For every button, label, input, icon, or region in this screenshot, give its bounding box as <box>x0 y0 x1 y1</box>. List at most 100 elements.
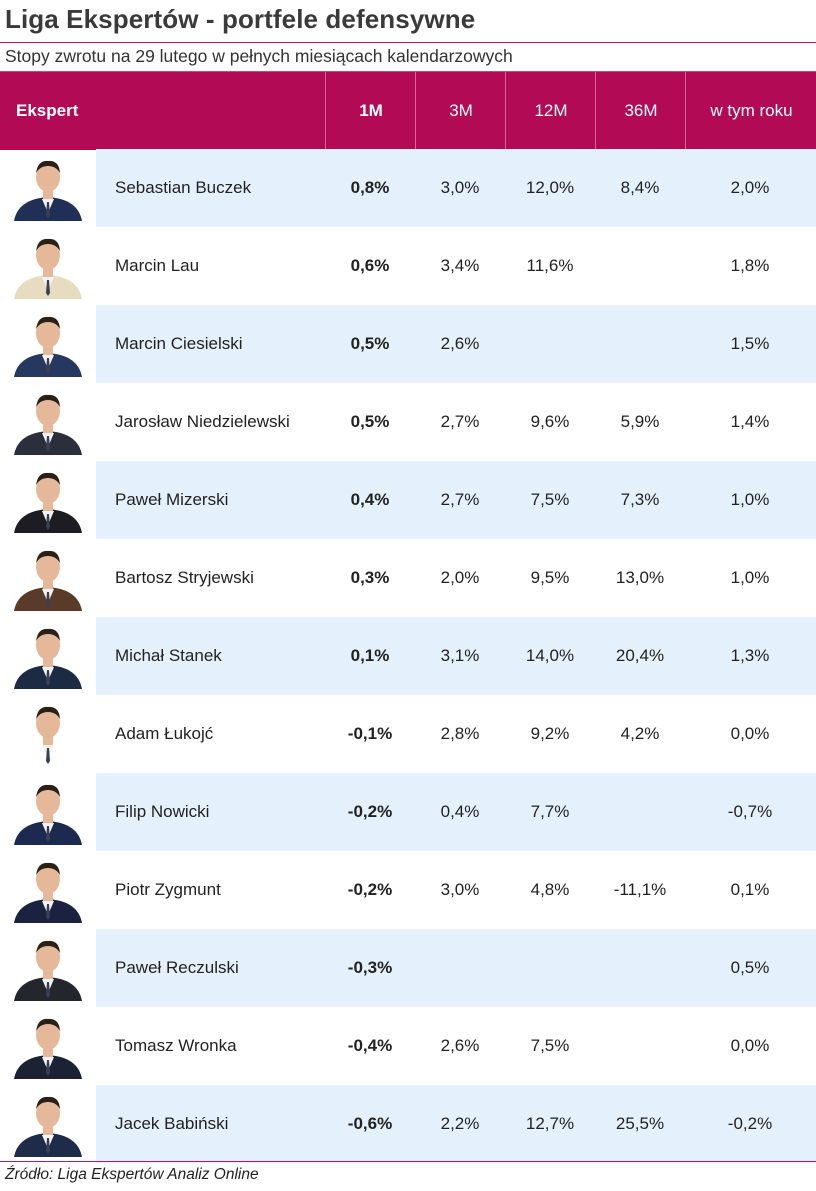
return-1m: -0,4% <box>347 1036 393 1055</box>
expert-avatar <box>10 467 86 533</box>
source-note: Źródło: Liga Ekspertów Analiz Online <box>5 1166 259 1183</box>
table-row: Michał Stanek 0,1% 3,1% 14,0% 20,4% 1,3% <box>0 617 816 695</box>
table-body: Sebastian Buczek 0,8% 3,0% 12,0% 8,4% 2,0% Mar… <box>0 149 816 1163</box>
column-header-expert: Ekspert <box>16 101 79 120</box>
return-36m: 7,3% <box>620 490 660 509</box>
expert-avatar <box>10 779 86 845</box>
return-36m <box>595 929 685 1007</box>
return-1m: 0,4% <box>350 490 390 509</box>
return-12m: 12,7% <box>525 1114 575 1133</box>
table-row: Marcin Lau 0,6% 3,4% 11,6% 1,8% <box>0 227 816 305</box>
return-1m: -0,2% <box>347 802 393 821</box>
return-1m: -0,6% <box>347 1114 393 1133</box>
expert-name: Jarosław Niedzielewski <box>115 412 290 431</box>
expert-avatar <box>10 311 86 377</box>
expert-name: Michał Stanek <box>115 646 222 665</box>
column-header-3m: 3M <box>415 72 506 150</box>
table-row: Tomasz Wronka -0,4% 2,6% 7,5% 0,0% <box>0 1007 816 1085</box>
return-3m: 2,7% <box>440 490 480 509</box>
return-ytd: 2,0% <box>730 178 770 197</box>
return-ytd: 1,0% <box>730 568 770 587</box>
row-background <box>96 929 816 1007</box>
return-ytd: 1,0% <box>730 490 770 509</box>
return-ytd: 0,5% <box>730 958 770 977</box>
return-36m: 13,0% <box>615 568 665 587</box>
return-3m: 2,2% <box>440 1114 480 1133</box>
return-36m <box>595 773 685 851</box>
return-3m: 2,0% <box>440 568 480 587</box>
return-1m: 0,1% <box>350 646 390 665</box>
table-row: Adam Łukojć -0,1% 2,8% 9,2% 4,2% 0,0% <box>0 695 816 773</box>
return-1m: 0,8% <box>350 178 390 197</box>
return-12m: 14,0% <box>525 646 575 665</box>
return-1m: -0,3% <box>347 958 393 977</box>
return-ytd: -0,2% <box>727 1114 773 1133</box>
return-12m: 9,5% <box>530 568 570 587</box>
table-row: Filip Nowicki -0,2% 0,4% 7,7% -0,7% <box>0 773 816 851</box>
table-row: Jacek Babiński -0,6% 2,2% 12,7% 25,5% -0,2% <box>0 1085 816 1163</box>
expert-name: Filip Nowicki <box>115 802 210 821</box>
page-title: Liga Ekspertów - portfele defensywne <box>5 4 476 34</box>
expert-name: Tomasz Wronka <box>115 1036 237 1055</box>
expert-avatar <box>10 233 86 299</box>
return-12m <box>505 305 595 383</box>
row-background <box>96 1085 816 1163</box>
table-row: Marcin Ciesielski 0,5% 2,6% 1,5% <box>0 305 816 383</box>
return-3m <box>415 929 505 1007</box>
return-3m: 2,6% <box>440 1036 480 1055</box>
return-12m: 12,0% <box>525 178 575 197</box>
expert-name: Paweł Reczulski <box>115 958 239 977</box>
page-subtitle: Stopy zwrotu na 29 lutego w pełnych mies… <box>5 46 513 66</box>
return-ytd: 0,0% <box>730 724 770 743</box>
return-12m: 11,6% <box>526 256 574 275</box>
expert-avatar <box>10 155 86 221</box>
expert-name: Marcin Lau <box>115 256 200 275</box>
row-background <box>96 149 816 227</box>
return-ytd: 0,0% <box>730 1036 770 1055</box>
return-1m: 0,3% <box>350 568 390 587</box>
row-background <box>96 617 816 695</box>
return-3m: 2,8% <box>440 724 480 743</box>
return-36m: 5,9% <box>620 412 660 431</box>
title-divider <box>0 42 816 43</box>
expert-avatar <box>10 1013 86 1079</box>
expert-name: Piotr Zygmunt <box>115 880 221 899</box>
footer-divider <box>0 1161 816 1162</box>
return-3m: 3,0% <box>440 178 480 197</box>
return-1m: 0,5% <box>350 334 390 353</box>
expert-name: Bartosz Stryjewski <box>115 568 254 587</box>
return-36m <box>595 305 685 383</box>
return-ytd: 0,1% <box>730 880 770 899</box>
table-row: Sebastian Buczek 0,8% 3,0% 12,0% 8,4% 2,0% <box>0 149 816 227</box>
table-row: Jarosław Niedzielewski 0,5% 2,7% 9,6% 5,9% 1,… <box>0 383 816 461</box>
return-3m: 0,4% <box>440 802 480 821</box>
return-36m <box>595 227 685 305</box>
return-36m <box>595 1007 685 1085</box>
row-background <box>96 305 816 383</box>
expert-name: Jacek Babiński <box>115 1114 229 1133</box>
return-36m: 8,4% <box>620 178 660 197</box>
return-1m: -0,2% <box>347 880 393 899</box>
return-3m: 3,0% <box>440 880 480 899</box>
return-12m: 7,5% <box>530 1036 570 1055</box>
return-1m: -0,1% <box>347 724 393 743</box>
expert-avatar <box>10 857 86 923</box>
column-header-1m: 1M <box>325 72 416 150</box>
row-background <box>96 773 816 851</box>
expert-avatar <box>10 545 86 611</box>
column-header-12m: 12M <box>505 72 596 150</box>
return-ytd: 1,8% <box>730 256 770 275</box>
table-row: Piotr Zygmunt -0,2% 3,0% 4,8% -11,1% 0,1% <box>0 851 816 929</box>
expert-name: Marcin Ciesielski <box>115 334 243 353</box>
expert-name: Paweł Mizerski <box>115 490 229 509</box>
return-ytd: -0,7% <box>727 802 773 821</box>
return-3m: 2,7% <box>440 412 480 431</box>
row-background <box>96 461 816 539</box>
return-12m <box>505 929 595 1007</box>
expert-avatar <box>10 389 86 455</box>
column-header-ytd: w tym roku <box>685 72 816 150</box>
return-1m: 0,5% <box>350 412 390 431</box>
table-row: Bartosz Stryjewski 0,3% 2,0% 9,5% 13,0% 1,0% <box>0 539 816 617</box>
return-36m: 25,5% <box>615 1114 665 1133</box>
return-3m: 3,4% <box>440 256 480 275</box>
